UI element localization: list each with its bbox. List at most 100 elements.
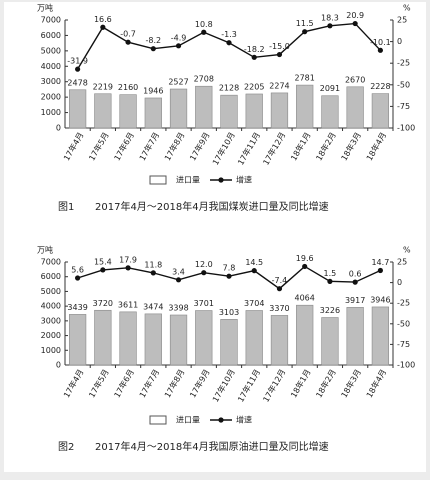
bar [68, 89, 87, 129]
line-point [276, 286, 283, 292]
bar [220, 319, 238, 366]
line-point [75, 66, 81, 72]
y-tick-label: 1000 [41, 108, 61, 117]
bar [195, 310, 213, 366]
line-point [100, 267, 106, 273]
line-point [75, 275, 81, 281]
bar [371, 306, 390, 366]
figure-label: 图1 [58, 201, 74, 213]
y-tick-label: 3000 [41, 77, 61, 86]
line-value-label: -31.9 [67, 57, 88, 66]
line-value-label: 0.6 [349, 270, 362, 279]
y-tick-label: 4000 [41, 62, 61, 71]
bar [346, 307, 364, 366]
line-value-label: -15.0 [269, 42, 290, 51]
line-value-label: 11.5 [296, 19, 314, 28]
line-value-label: 3.4 [172, 267, 185, 276]
line-value-label: -8.2 [146, 36, 162, 45]
line-value-label: 15.4 [94, 257, 112, 266]
bar [119, 311, 137, 366]
bar [321, 317, 339, 366]
legend-swatch [218, 417, 224, 423]
bar [195, 85, 213, 129]
line-value-label: 18.3 [321, 13, 339, 22]
bar-value-label: 3103 [219, 308, 239, 317]
bar [119, 94, 137, 129]
y2-tick-label: -25 [397, 299, 410, 308]
line-point [302, 29, 308, 35]
line-value-label: -0.7 [120, 30, 136, 39]
line-point [175, 43, 182, 49]
bar-value-label: 2228 [370, 82, 390, 91]
line-value-label: 11.8 [144, 260, 162, 269]
bar-value-label: 4064 [295, 294, 315, 303]
bar [270, 315, 289, 366]
line-value-label: 19.6 [296, 254, 314, 263]
bar-value-label: 2670 [345, 75, 365, 84]
bar [245, 310, 263, 366]
line-point [276, 51, 283, 58]
y-axis-label: 万吨 [37, 245, 53, 255]
legend-swatch [218, 177, 224, 183]
line-value-label: 14.5 [245, 258, 263, 267]
bar-value-label: 2128 [219, 84, 239, 93]
line-point [377, 267, 383, 274]
line-value-label: 12.0 [195, 260, 213, 269]
line-point [125, 265, 131, 271]
line-point [377, 47, 383, 53]
line-point [251, 268, 257, 274]
line-value-label: -1.3 [221, 30, 237, 39]
bar-value-label: 2205 [244, 82, 264, 91]
bar [68, 314, 87, 366]
line-value-label: -10.1 [370, 38, 391, 47]
bar-value-label: 3701 [194, 299, 214, 308]
y-tick-label: 0 [56, 124, 61, 133]
bar [346, 86, 364, 129]
y2-tick-label: -75 [397, 102, 410, 111]
line-point [150, 46, 156, 52]
line-value-label: -4.9 [171, 33, 187, 42]
bar-value-label: 3704 [244, 299, 264, 308]
line-point [327, 23, 333, 29]
bar [144, 313, 162, 366]
line-value-label: -7.4 [272, 276, 288, 285]
bar [144, 97, 162, 129]
line-value-label: 17.9 [119, 255, 137, 264]
y2-tick-label: -50 [397, 319, 410, 328]
bar-value-label: 3370 [269, 304, 289, 313]
bar-value-label: 2781 [295, 74, 315, 83]
bar [220, 94, 238, 129]
bar-value-label: 2274 [269, 81, 289, 90]
bar-value-label: 3474 [143, 302, 163, 311]
y-tick-label: 7000 [41, 258, 61, 267]
bar [94, 309, 112, 366]
line-point [352, 20, 358, 27]
bar-value-label: 3917 [345, 296, 365, 305]
y2-tick-label: 0 [397, 37, 402, 46]
line-point [226, 273, 232, 279]
legend-label: 进口量 [176, 416, 200, 425]
y2-tick-label: 25 [397, 16, 407, 25]
bar-value-label: 2160 [118, 83, 138, 92]
figure-label: 图2 [58, 441, 74, 453]
bar-value-label: 3439 [67, 303, 87, 312]
y2-tick-label: -75 [397, 340, 410, 349]
bar [270, 92, 289, 129]
line-value-label: -18.2 [244, 45, 265, 54]
bar-value-label: 3226 [320, 306, 340, 315]
y2-tick-label: -100 [397, 124, 415, 133]
y2-tick-label: -100 [397, 361, 415, 370]
legend-swatch [149, 175, 167, 185]
line-value-label: 20.9 [346, 11, 364, 20]
bar-value-label: 3946 [370, 295, 390, 304]
line-value-label: 14.7 [371, 258, 389, 267]
bar [94, 93, 112, 129]
line-point [125, 39, 131, 45]
y-tick-label: 2000 [41, 331, 61, 340]
y2-tick-label: -50 [397, 80, 410, 89]
line-point [100, 24, 106, 30]
bar-value-label: 2478 [67, 78, 87, 87]
y-tick-label: 6000 [41, 31, 61, 40]
bar-value-label: 1946 [143, 86, 163, 95]
